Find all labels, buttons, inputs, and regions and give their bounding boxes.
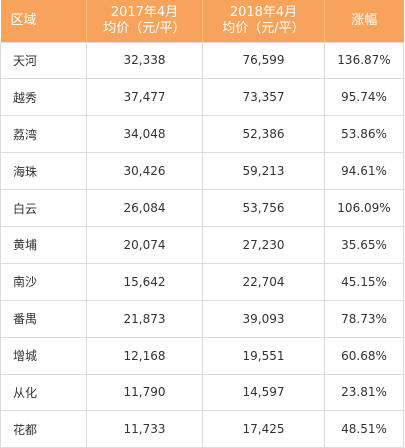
- table-row: 花都 11,733 17,425 48.51%: [0, 410, 404, 448]
- growth-cell: 48.51%: [324, 410, 404, 448]
- header-district-label: 区域: [10, 12, 37, 28]
- price-2017-cell: 21,873: [86, 299, 203, 338]
- district-cell: 海珠: [0, 152, 87, 191]
- growth-cell: 106.09%: [324, 189, 404, 227]
- header-growth: 涨幅: [325, 0, 404, 42]
- price-2017-cell: 11,790: [86, 373, 203, 412]
- price-2017-cell: 12,168: [86, 336, 203, 375]
- price-2018-cell: 73,357: [202, 78, 325, 117]
- header-price-2017-line1: 2017年4月: [110, 4, 179, 20]
- price-2017-cell: 32,338: [86, 41, 203, 80]
- price-2018-cell: 14,597: [202, 373, 325, 412]
- header-price-2018-line1: 2018年4月: [229, 4, 298, 20]
- growth-cell: 35.65%: [324, 225, 404, 264]
- district-cell: 荔湾: [0, 115, 87, 154]
- price-2018-cell: 76,599: [202, 41, 325, 80]
- header-row: 区域 2017年4月 均价（元/平） 2018年4月 均价（元/平） 涨幅: [0, 0, 404, 42]
- price-2017-cell: 11,733: [86, 410, 203, 448]
- header-price-2017: 2017年4月 均价（元/平）: [86, 0, 203, 42]
- district-cell: 从化: [0, 373, 87, 412]
- header-price-2017-line2: 均价（元/平）: [103, 20, 186, 36]
- header-growth-label: 涨幅: [351, 12, 378, 28]
- growth-cell: 95.74%: [324, 78, 404, 117]
- price-2018-cell: 53,756: [202, 189, 325, 227]
- growth-cell: 94.61%: [324, 152, 404, 191]
- table-row: 天河 32,338 76,599 136.87%: [0, 41, 404, 80]
- growth-cell: 78.73%: [324, 299, 404, 338]
- table-row: 黄埔 20,074 27,230 35.65%: [0, 225, 404, 264]
- district-cell: 南沙: [0, 262, 87, 301]
- price-2018-cell: 52,386: [202, 115, 325, 154]
- district-cell: 白云: [0, 189, 87, 227]
- table-header: 区域 2017年4月 均价（元/平） 2018年4月 均价（元/平） 涨幅: [0, 0, 404, 42]
- price-2017-cell: 26,084: [86, 189, 203, 227]
- price-2018-cell: 22,704: [202, 262, 325, 301]
- price-2017-cell: 20,074: [86, 225, 203, 264]
- district-cell: 增城: [0, 336, 87, 375]
- growth-cell: 136.87%: [324, 41, 404, 80]
- district-cell: 天河: [0, 41, 87, 80]
- table-row: 增城 12,168 19,551 60.68%: [0, 336, 404, 375]
- price-2018-cell: 27,230: [202, 225, 325, 264]
- district-cell: 越秀: [0, 78, 87, 117]
- district-cell: 番禺: [0, 299, 87, 338]
- table-row: 南沙 15,642 22,704 45.15%: [0, 262, 404, 301]
- header-price-2018: 2018年4月 均价（元/平）: [202, 0, 325, 42]
- growth-cell: 53.86%: [324, 115, 404, 154]
- table-row: 白云 26,084 53,756 106.09%: [0, 189, 404, 227]
- price-2017-cell: 34,048: [86, 115, 203, 154]
- table-body: 天河 32,338 76,599 136.87% 越秀 37,477 73,35…: [0, 41, 404, 448]
- table-row: 从化 11,790 14,597 23.81%: [0, 373, 404, 412]
- table-row: 海珠 30,426 59,213 94.61%: [0, 152, 404, 191]
- price-2018-cell: 59,213: [202, 152, 325, 191]
- table-row: 荔湾 34,048 52,386 53.86%: [0, 115, 404, 154]
- district-cell: 花都: [0, 410, 87, 448]
- growth-cell: 23.81%: [324, 373, 404, 412]
- price-2018-cell: 19,551: [202, 336, 325, 375]
- header-price-2018-line2: 均价（元/平）: [222, 20, 305, 36]
- price-2018-cell: 17,425: [202, 410, 325, 448]
- table-row: 番禺 21,873 39,093 78.73%: [0, 299, 404, 338]
- price-2018-cell: 39,093: [202, 299, 325, 338]
- growth-cell: 45.15%: [324, 262, 404, 301]
- district-cell: 黄埔: [0, 225, 87, 264]
- table-row: 越秀 37,477 73,357 95.74%: [0, 78, 404, 117]
- price-2017-cell: 30,426: [86, 152, 203, 191]
- header-district: 区域: [0, 0, 87, 42]
- price-2017-cell: 15,642: [86, 262, 203, 301]
- price-2017-cell: 37,477: [86, 78, 203, 117]
- growth-cell: 60.68%: [324, 336, 404, 375]
